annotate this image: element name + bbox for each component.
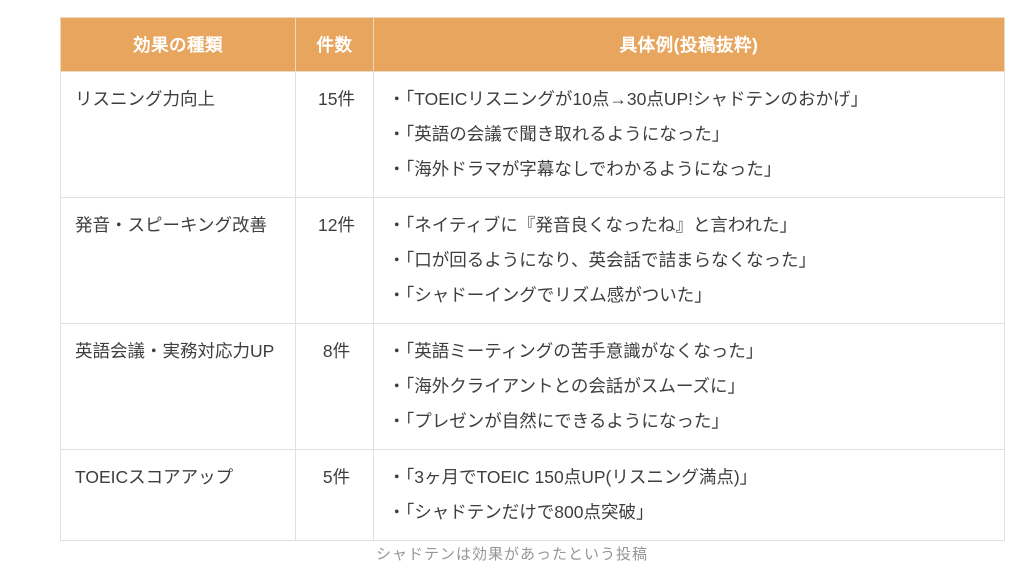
count-cell: 5件 [295, 449, 374, 541]
category-cell: TOEICスコアアップ [60, 449, 296, 541]
examples-cell: ・「TOEICリスニングが10点→30点UP!シャドテンのおかげ」 ・「英語の会… [373, 71, 1005, 198]
quote-line: ・「シャドテンだけで800点突破」 [388, 502, 654, 522]
header-cell-count: 件数 [295, 17, 374, 72]
table-row-listening: リスニング力向上 15件 ・「TOEICリスニングが10点→30点UP!シャドテ… [60, 71, 1005, 198]
quote-line: ・「3ヶ月でTOEIC 150点UP(リスニング満点)」 [388, 467, 758, 487]
effects-table: 効果の種類 件数 具体例(投稿抜粋) リスニング力向上 15件 ・「TOEICリ… [60, 17, 1005, 541]
quote-line: ・「英語ミーティングの苦手意識がなくなった」 [388, 341, 764, 361]
quote-line: ・「口が回るようになり、英会話で詰まらなくなった」 [388, 250, 817, 270]
category-cell: 発音・スピーキング改善 [60, 197, 296, 324]
count-cell: 15件 [295, 71, 374, 198]
header-cell-examples: 具体例(投稿抜粋) [373, 17, 1005, 72]
examples-cell: ・「3ヶ月でTOEIC 150点UP(リスニング満点)」 ・「シャドテンだけで8… [373, 449, 1005, 541]
category-cell: 英語会議・実務対応力UP [60, 323, 296, 450]
category-cell: リスニング力向上 [60, 71, 296, 198]
header-cell-effect-type: 効果の種類 [60, 17, 296, 72]
quote-line: ・「英語の会議で聞き取れるようになった」 [388, 124, 730, 144]
table-header-row: 効果の種類 件数 具体例(投稿抜粋) [60, 17, 1005, 72]
table-row-pronunciation: 発音・スピーキング改善 12件 ・「ネイティブに『発音良くなったね』と言われた」… [60, 197, 1005, 324]
quote-line: ・「海外ドラマが字幕なしでわかるようになった」 [388, 159, 782, 179]
quote-line: ・「ネイティブに『発音良くなったね』と言われた」 [388, 215, 797, 235]
examples-cell: ・「ネイティブに『発音良くなったね』と言われた」 ・「口が回るようになり、英会話… [373, 197, 1005, 324]
quote-line: ・「海外クライアントとの会話がスムーズに」 [388, 376, 745, 396]
count-cell: 8件 [295, 323, 374, 450]
examples-cell: ・「英語ミーティングの苦手意識がなくなった」 ・「海外クライアントとの会話がスム… [373, 323, 1005, 450]
quote-line: ・「シャドーイングでリズム感がついた」 [388, 285, 712, 305]
table-caption: シャドテンは効果があったという投稿 [375, 546, 648, 563]
table-row-meetings: 英語会議・実務対応力UP 8件 ・「英語ミーティングの苦手意識がなくなった」 ・… [60, 323, 1005, 450]
table-row-toeic: TOEICスコアアップ 5件 ・「3ヶ月でTOEIC 150点UP(リスニング満… [60, 449, 1005, 541]
count-cell: 12件 [295, 197, 374, 324]
quote-line: ・「TOEICリスニングが10点→30点UP!シャドテンのおかげ」 [388, 89, 869, 109]
quote-line: ・「プレゼンが自然にできるようになった」 [388, 411, 729, 431]
